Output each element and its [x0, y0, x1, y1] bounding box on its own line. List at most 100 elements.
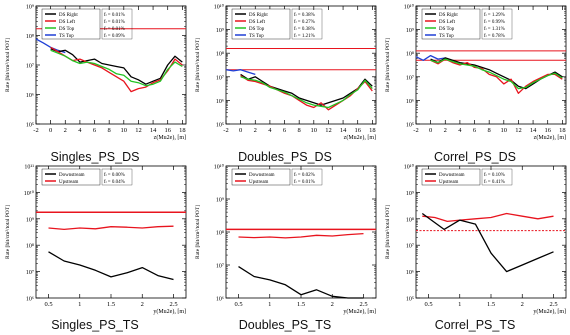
- y-tick-label: 10⁸: [406, 52, 414, 58]
- x-axis-label: z(Mu2e), [m]: [154, 134, 186, 141]
- x-tick-label: 6: [473, 127, 477, 134]
- legend-label: Downstream: [439, 173, 465, 178]
- chart-panel-3: 10⁶ 10⁷ 10⁸ 10⁹ 10¹⁰ 10¹¹ 0.5 1 1.5 2 2.5 y(Mu2e), …: [0, 160, 190, 332]
- legend-label: Upstream: [59, 180, 79, 185]
- y-tick-label: 10⁹: [216, 198, 224, 204]
- x-tick-label: 0.5: [44, 301, 52, 308]
- plot-frame: [225, 165, 377, 299]
- legend-box: [231, 168, 291, 186]
- x-tick-label: 8: [108, 127, 111, 134]
- legend-label: TS Top: [439, 34, 454, 39]
- x-tick-label: 8: [298, 127, 301, 134]
- legend-fraction: fₗ = 0.04%: [104, 180, 125, 185]
- legend-fraction: fₗ = 0.10%: [484, 173, 505, 178]
- y-tick-label: 10¹⁰: [214, 164, 225, 171]
- y-tick-label: 10⁷: [216, 264, 224, 270]
- chart-caption: Correl_PS_DS: [434, 150, 516, 164]
- chart-caption: Correl_PS_TS: [434, 318, 516, 332]
- y-tick-label: 10⁸: [26, 244, 34, 250]
- legend-label: TS Top: [59, 34, 74, 39]
- y-tick-label: 10⁷: [406, 244, 414, 250]
- x-tick-label: 18: [369, 127, 376, 134]
- legend-fraction: fₗ = 1.21%: [294, 34, 315, 39]
- legend-fraction: fₗ = 0.01%: [104, 20, 125, 25]
- x-tick-label: 1.5: [487, 301, 495, 308]
- x-axis-label: y(Mu2e), [m]: [343, 308, 376, 315]
- series-line: [48, 251, 174, 281]
- legend-fraction: fₗ = 0.38%: [294, 13, 315, 18]
- x-tick-label: -2: [33, 127, 38, 134]
- chart-caption: Doubles_PS_DS: [238, 150, 332, 164]
- x-tick-label: 16: [164, 127, 171, 134]
- y-axis-label: Rate [hit/cm²/total POT]: [5, 38, 11, 92]
- series-line: [430, 57, 563, 90]
- series-line: [238, 266, 364, 299]
- chart-svg: 10⁵ 10⁶ 10⁷ 10⁸ 10⁹ 10¹⁰ -2 0 2 4 6 8 10 12 14 16 18z(Mu…: [195, 4, 377, 141]
- legend-fraction: fₗ = 0.09%: [104, 34, 125, 39]
- x-tick-label: 2: [254, 127, 257, 134]
- x-tick-label: 2: [521, 301, 524, 308]
- y-tick-label: 10⁵: [216, 123, 224, 129]
- y-tick-label: 10⁶: [26, 93, 34, 99]
- legend-label: DS Right: [439, 13, 458, 18]
- y-tick-label: 10¹⁰: [24, 190, 35, 197]
- chart-svg: 10⁵ 10⁶ 10⁷ 10⁸ 10⁹ 10¹⁰ 0.5 1 1.5 2 2.5y(Mu2e), […: [385, 164, 567, 315]
- legend-label: DS Top: [249, 27, 265, 32]
- legend-label: Upstream: [439, 180, 459, 185]
- y-tick-label: 10⁶: [216, 99, 224, 105]
- x-tick-label: 1: [268, 301, 271, 308]
- x-tick-label: 16: [354, 127, 361, 134]
- legend-fraction: fₗ = 0.02%: [294, 173, 315, 178]
- x-tick-label: -2: [223, 127, 228, 134]
- x-tick-label: 16: [544, 127, 551, 134]
- legend-fraction: fₗ = 0.01%: [294, 180, 315, 185]
- x-tick-label: 1.5: [107, 301, 115, 308]
- x-tick-label: 12: [135, 127, 142, 134]
- x-tick-label: 14: [340, 127, 347, 134]
- legend-fraction: fₗ = 0.99%: [484, 20, 505, 25]
- legend-label: Downstream: [249, 173, 275, 178]
- chart-caption: Singles_PS_TS: [51, 318, 139, 332]
- x-tick-label: 10: [501, 127, 508, 134]
- x-axis-label: y(Mu2e), [m]: [153, 308, 186, 315]
- x-axis-label: z(Mu2e), [m]: [344, 134, 376, 141]
- series-line: [238, 232, 364, 239]
- x-tick-label: 1.5: [297, 301, 305, 308]
- chart-svg: 10⁵ 10⁶ 10⁷ 10⁸ 10⁹ -2 0 2 4 6 8 10 12 14 16 18z(Mu2e),…: [5, 5, 187, 141]
- x-tick-label: 2.5: [549, 301, 557, 308]
- y-axis-label: Rate [hit/cm²/total POT]: [385, 205, 391, 259]
- x-tick-label: 12: [325, 127, 332, 134]
- y-tick-label: 10⁸: [216, 231, 224, 237]
- x-tick-label: 6: [283, 127, 287, 134]
- chart-panel-2: 10⁵ 10⁶ 10⁷ 10⁸ 10⁹ 10¹⁰ -2 0 2 4 6 8 10 12 14 16 18 z(Mu…: [380, 0, 570, 167]
- y-tick-label: 10⁵: [406, 297, 414, 303]
- legend-fraction: fₗ = 0.01%: [104, 27, 125, 32]
- x-tick-label: 0.5: [424, 301, 432, 308]
- x-tick-label: -2: [413, 127, 418, 134]
- x-tick-label: 0.5: [234, 301, 242, 308]
- series-line: [430, 58, 563, 94]
- x-tick-label: 1: [78, 301, 81, 308]
- chart-svg: 10⁶ 10⁷ 10⁸ 10⁹ 10¹⁰ 0.5 1 1.5 2 2.5y(Mu2e), [m] R…: [195, 164, 377, 315]
- y-tick-label: 10⁹: [216, 28, 224, 34]
- plot-frame: [35, 165, 187, 299]
- legend-fraction-box: [101, 8, 133, 40]
- plot-frame: [415, 165, 567, 299]
- y-tick-label: 10⁶: [216, 297, 224, 303]
- x-tick-label: 2.5: [359, 301, 367, 308]
- x-tick-label: 0: [49, 127, 52, 134]
- x-tick-label: 2: [64, 127, 67, 134]
- y-axis-label: Rate [hit/cm²/total POT]: [385, 38, 391, 92]
- x-tick-label: 12: [515, 127, 522, 134]
- chart-caption: Singles_PS_DS: [50, 150, 140, 164]
- series-line: [415, 54, 446, 61]
- series-line: [225, 69, 256, 76]
- x-tick-label: 2: [444, 127, 447, 134]
- legend-label: DS Top: [59, 27, 75, 32]
- x-tick-label: 18: [559, 127, 566, 134]
- chart-panel-0: 10⁵ 10⁶ 10⁷ 10⁸ 10⁹ -2 0 2 4 6 8 10 12 14 16 18 z(Mu2e),…: [0, 0, 190, 167]
- x-tick-label: 8: [488, 127, 491, 134]
- y-tick-label: 10⁵: [406, 123, 414, 129]
- legend-box: [41, 168, 101, 186]
- y-tick-label: 10⁹: [406, 28, 414, 34]
